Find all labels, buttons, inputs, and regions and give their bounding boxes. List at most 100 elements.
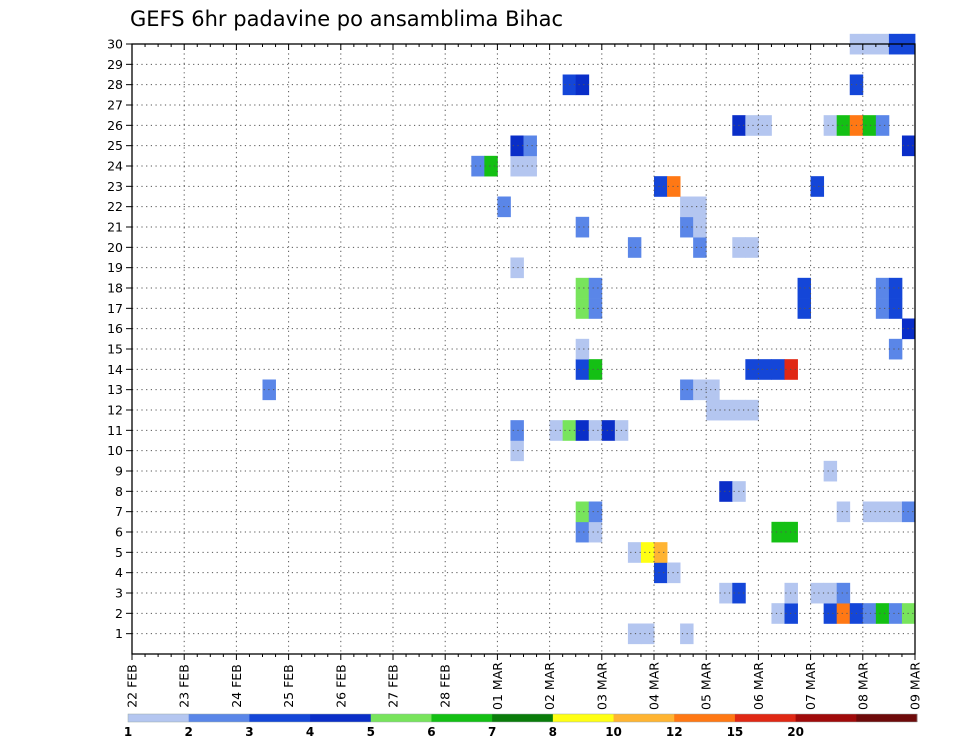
x-tick-label: 07 MAR xyxy=(803,662,818,710)
heatmap-cell xyxy=(836,501,851,523)
legend-tick-label: 20 xyxy=(787,725,804,739)
heatmap-cell xyxy=(784,359,798,380)
heatmap-cell xyxy=(588,420,603,441)
legend-swatch xyxy=(249,714,311,722)
heatmap-cell xyxy=(719,481,733,502)
legend-swatch xyxy=(795,714,857,722)
heatmap-cell xyxy=(588,359,603,380)
heatmap-cell xyxy=(510,135,524,157)
legend-tick-label: 12 xyxy=(666,725,683,739)
heatmap-cell xyxy=(875,603,890,624)
heatmap-cell xyxy=(823,603,838,624)
y-axis: 1234567891011121314151617181920212223242… xyxy=(107,37,903,641)
y-tick-label: 13 xyxy=(107,382,123,397)
y-tick-label: 28 xyxy=(107,77,123,92)
x-tick-label: 01 MAR xyxy=(490,662,505,710)
y-tick-label: 30 xyxy=(107,37,123,52)
legend-swatch xyxy=(370,714,432,722)
legend-swatch xyxy=(674,714,736,722)
x-axis: 22 FEB 23 FEB 24 FEB 25 FEB 26 FEB 27 FEB 28 F… xyxy=(125,654,923,710)
legend-swatch xyxy=(552,714,614,722)
legend-tick-label: 4 xyxy=(306,725,314,739)
heatmap-cell xyxy=(888,603,903,624)
heatmap-cell xyxy=(810,582,825,604)
heatmap-cell xyxy=(654,176,668,197)
y-tick-label: 15 xyxy=(107,342,123,357)
heatmap-cell xyxy=(758,115,772,136)
heatmap-cell xyxy=(706,379,720,401)
legend-swatch xyxy=(128,714,190,722)
heatmap-cell xyxy=(745,237,759,258)
heatmap-cell xyxy=(784,521,798,543)
heatmap-cell xyxy=(745,115,759,136)
legend-tick-label: 8 xyxy=(549,725,557,739)
y-tick-label: 11 xyxy=(107,423,123,438)
legend-swatch xyxy=(431,714,493,722)
x-tick-label: 25 FEB xyxy=(281,664,296,708)
x-tick-label: 05 MAR xyxy=(699,662,714,710)
heatmap-cell xyxy=(575,420,590,441)
y-tick-label: 21 xyxy=(107,220,123,235)
y-tick-label: 26 xyxy=(107,118,123,133)
heatmap-cell xyxy=(588,277,603,299)
y-tick-label: 8 xyxy=(115,484,123,499)
heatmap-cell xyxy=(693,196,707,218)
heatmap-cell xyxy=(862,501,877,523)
heatmap-cell xyxy=(640,623,655,645)
heatmap-cell xyxy=(640,542,655,563)
chart-title: GEFS 6hr padavine po ansamblima Bihac xyxy=(130,7,563,31)
heatmap-cell xyxy=(836,603,851,624)
heatmap-cell xyxy=(771,359,785,380)
heatmap-cell xyxy=(523,155,537,177)
heatmap-cell xyxy=(693,237,707,258)
heatmap-cell xyxy=(627,237,642,258)
heatmap-cell xyxy=(588,521,603,543)
heatmap-cell xyxy=(588,501,603,523)
heatmap-cell xyxy=(758,359,772,380)
x-tick-label: 27 FEB xyxy=(386,664,401,708)
heatmap-cell xyxy=(875,501,890,523)
heatmap-cell xyxy=(575,216,590,238)
y-tick-label: 3 xyxy=(115,586,123,601)
heatmap-cell xyxy=(510,257,524,279)
x-tick-label: 26 FEB xyxy=(333,664,348,708)
legend-colorbar: 1 2 3 4 5 6 7 8 10 12 15 20 xyxy=(124,713,918,739)
heatmap-cell xyxy=(862,115,877,136)
legend-tick-label: 5 xyxy=(367,725,375,739)
y-tick-label: 25 xyxy=(107,138,123,153)
heatmap-cell xyxy=(575,521,590,543)
heatmap-cell xyxy=(745,399,759,421)
y-tick-label: 2 xyxy=(115,606,123,621)
y-tick-label: 12 xyxy=(107,403,123,418)
heatmap-cell xyxy=(784,603,798,624)
y-tick-label: 1 xyxy=(115,626,123,641)
legend-swatch xyxy=(492,714,554,722)
x-tick-label: 22 FEB xyxy=(125,664,140,708)
x-tick-label: 03 MAR xyxy=(594,662,609,710)
y-tick-label: 22 xyxy=(107,199,123,214)
heatmap-cell xyxy=(575,298,590,319)
legend-swatch xyxy=(188,714,250,722)
heatmap-cell xyxy=(510,420,524,441)
y-tick-label: 24 xyxy=(107,159,123,174)
heatmap-cell xyxy=(836,582,851,604)
heatmap-cell xyxy=(654,542,668,563)
y-tick-label: 6 xyxy=(115,525,123,540)
y-tick-label: 29 xyxy=(107,57,123,72)
heatmap-cell xyxy=(627,623,642,645)
heatmap-cell xyxy=(706,399,720,421)
heatmap-cell xyxy=(823,582,838,604)
heatmap-cell xyxy=(601,420,616,441)
heatmap-cell xyxy=(484,155,498,177)
x-tick-label: 23 FEB xyxy=(177,664,192,708)
heatmap-cell xyxy=(888,277,903,299)
grid-lines xyxy=(132,43,915,654)
heatmap-cell xyxy=(888,298,903,319)
legend-tick-label: 1 xyxy=(124,725,132,739)
heatmap-cell xyxy=(471,155,485,177)
x-tick-label: 06 MAR xyxy=(751,662,766,710)
heatmap-cell xyxy=(575,74,590,96)
heatmap-cell xyxy=(862,603,877,624)
y-tick-label: 10 xyxy=(107,443,123,458)
